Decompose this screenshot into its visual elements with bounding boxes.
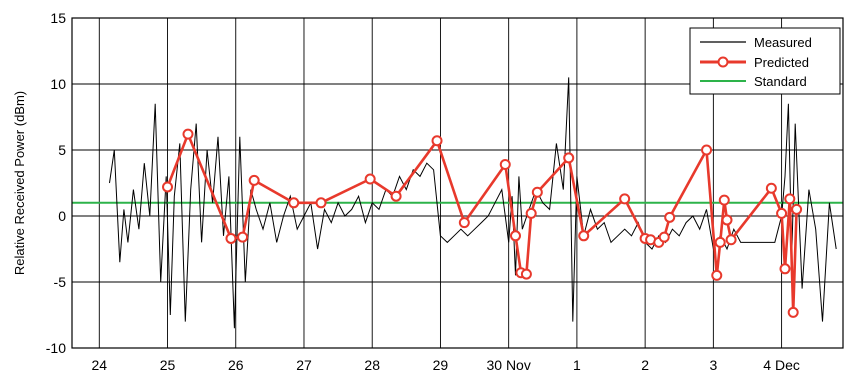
predicted-marker: [525, 207, 537, 219]
plot-series: [72, 77, 843, 329]
x-tick-label: 1: [573, 357, 581, 373]
legend-standard-label: Standard: [754, 74, 807, 89]
x-tick-label: 2: [641, 357, 649, 373]
y-tick-label: 15: [50, 10, 66, 26]
y-tick-label: 5: [58, 142, 66, 158]
predicted-marker: [791, 203, 803, 215]
legend-predicted-marker: [717, 56, 729, 68]
measured-line: [109, 77, 837, 329]
predicted-marker: [664, 211, 676, 223]
predicted-marker: [578, 230, 590, 242]
plot-frame: [71, 17, 844, 349]
y-tick-labels: -10 -5 0 5 10 15: [46, 10, 66, 356]
predicted-marker: [509, 230, 521, 242]
predicted-marker: [431, 135, 443, 147]
predicted-marker: [619, 193, 631, 205]
predicted-marker: [721, 214, 733, 226]
x-tick-label: 4 Dec: [763, 357, 800, 373]
predicted-marker: [718, 194, 730, 206]
legend: Measured Predicted Standard: [689, 27, 841, 95]
predicted-marker: [765, 182, 777, 194]
predicted-marker: [315, 197, 327, 209]
predicted-marker: [563, 152, 575, 164]
predicted-marker: [237, 231, 249, 243]
predicted-marker: [248, 174, 260, 186]
predicted-marker: [458, 217, 470, 229]
x-tick-label: 27: [296, 357, 312, 373]
x-tick-labels: 24 25 26 27 28 29 30 Nov 1 2 3 4 Dec: [92, 357, 800, 373]
legend-measured-label: Measured: [754, 35, 812, 50]
predicted-marker: [531, 186, 543, 198]
predicted-marker: [182, 128, 194, 140]
x-tick-label: 3: [709, 357, 717, 373]
y-tick-label: 10: [50, 76, 66, 92]
y-tick-label: -10: [46, 340, 66, 356]
predicted-marker: [725, 234, 737, 246]
legend-predicted-label: Predicted: [754, 55, 809, 70]
y-axis-label: Relative Received Power (dBm): [12, 91, 27, 275]
predicted-marker: [499, 159, 511, 171]
x-tick-label: 30 Nov: [486, 357, 530, 373]
predicted-marker: [658, 231, 670, 243]
predicted-marker: [520, 268, 532, 280]
predicted-marker: [225, 232, 237, 244]
x-tick-label: 28: [364, 357, 380, 373]
predicted-marker: [288, 197, 300, 209]
predicted-marker: [776, 207, 788, 219]
predicted-marker: [784, 193, 796, 205]
y-tick-label: -5: [54, 274, 67, 290]
predicted-marker: [787, 306, 799, 318]
predicted-marker: [701, 144, 713, 156]
x-tick-label: 29: [433, 357, 449, 373]
predicted-marker: [714, 236, 726, 248]
predicted-marker: [390, 190, 402, 202]
predicted-marker: [162, 181, 174, 193]
x-tick-label: 25: [160, 357, 176, 373]
predicted-marker: [711, 269, 723, 281]
y-tick-label: 0: [58, 208, 66, 224]
x-tick-label: 24: [92, 357, 108, 373]
predicted-marker: [364, 173, 376, 185]
x-tick-label: 26: [228, 357, 244, 373]
predicted-marker: [779, 263, 791, 275]
